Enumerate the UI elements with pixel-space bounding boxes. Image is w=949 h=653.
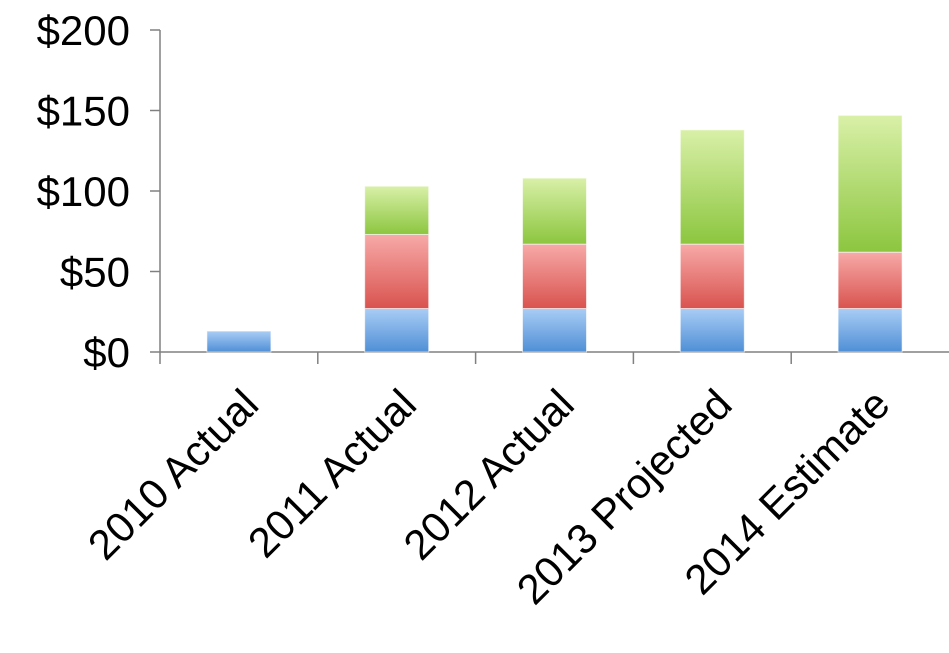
- bar-segment: [364, 185, 430, 235]
- y-tick-label: $50: [60, 249, 130, 296]
- y-tick-label: $200: [37, 7, 130, 54]
- bar-segment: [364, 233, 430, 310]
- y-tick-label: $0: [83, 329, 130, 376]
- bar-segment: [837, 251, 903, 310]
- bar-segment: [679, 129, 745, 245]
- bar-segment: [522, 177, 587, 245]
- bar-segment: [206, 330, 272, 353]
- bar-segment: [837, 114, 903, 253]
- bar-segment: [522, 243, 587, 310]
- chart-bars: [206, 114, 903, 353]
- y-tick-label: $100: [37, 168, 130, 215]
- bar-segment: [679, 243, 745, 310]
- bar-segment: [837, 308, 903, 353]
- y-axis-tick-labels: $0 $50 $100 $150 $200: [37, 7, 130, 376]
- bar-segment: [364, 308, 430, 353]
- bar-segment: [679, 308, 745, 353]
- bar-segment: [522, 308, 587, 353]
- y-tick-label: $150: [37, 88, 130, 135]
- x-category-label: 2010 Actual: [79, 380, 267, 568]
